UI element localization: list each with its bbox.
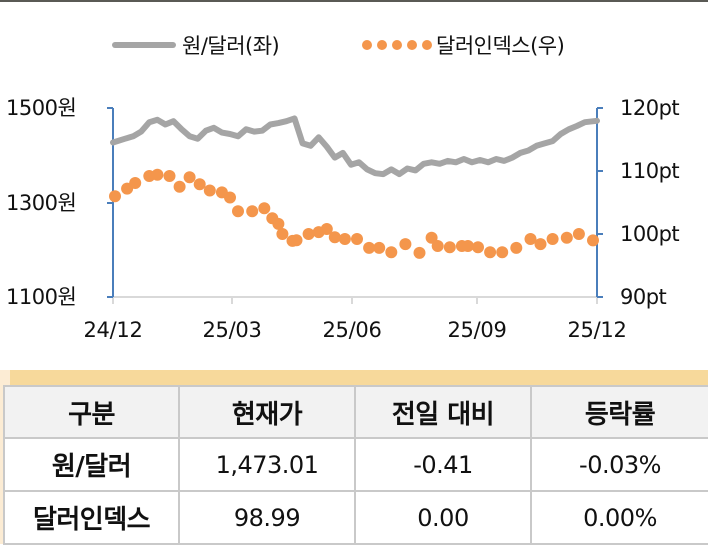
dxy-point: [232, 205, 244, 218]
x-tick-2509: 25/09: [447, 318, 507, 342]
x-tick-2512: 25/12: [567, 318, 627, 342]
row-change: 0.00: [354, 490, 532, 545]
header-price: 현재가: [178, 385, 356, 439]
row-price: 1,473.01: [178, 437, 356, 492]
table-header-band: [10, 370, 708, 385]
dxy-point: [461, 240, 474, 252]
top-border: [0, 0, 708, 2]
quote-table: 구분 현재가 전일 대비 등락률 원/달러 1,473.01 -0.41 -0.…: [3, 385, 708, 545]
dxy-point: [272, 217, 285, 230]
dxy-point: [399, 238, 412, 251]
right-y-axis: [596, 107, 603, 298]
legend-label-dxy: 달러인덱스(우): [436, 34, 565, 58]
row-name: 원/달러: [3, 437, 180, 492]
dxy-point: [183, 171, 196, 184]
left-tick-1500: 1500원: [6, 96, 77, 120]
legend-label-usdkrw: 원/달러(좌): [182, 34, 280, 58]
x-tick-2506: 25/06: [322, 318, 382, 342]
dxy-point: [109, 190, 121, 203]
table-row: 원/달러 1,473.01 -0.41 -0.03%: [3, 437, 708, 492]
row-price: 98.99: [178, 490, 356, 545]
dxy-point: [443, 241, 456, 254]
left-tick-1300: 1300원: [6, 191, 77, 215]
dxy-point: [203, 184, 216, 197]
legend-dots-swatch: [362, 40, 432, 50]
dxy-point: [425, 231, 438, 244]
dxy-point: [546, 233, 559, 245]
dxy-point: [173, 180, 186, 193]
dxy-point: [193, 178, 206, 191]
dxy-point: [163, 170, 176, 182]
left-tick-1100: 1100원: [6, 285, 77, 309]
left-y-axis: [107, 107, 114, 298]
dxy-point: [385, 246, 398, 259]
x-axis-ticks: [112, 297, 598, 304]
dxy-point: [276, 228, 289, 240]
dxy-point: [351, 233, 363, 245]
dxy-point: [328, 231, 341, 244]
row-name: 달러인덱스: [3, 490, 180, 545]
table-header-row: 구분 현재가 전일 대비 등락률: [3, 385, 708, 439]
quote-table-section: 구분 현재가 전일 대비 등락률 원/달러 1,473.01 -0.41 -0.…: [0, 370, 708, 545]
row-pct: -0.03%: [530, 437, 708, 492]
dxy-point: [373, 241, 386, 254]
dxy-point: [302, 228, 315, 240]
usdkrw-line: [110, 115, 600, 178]
x-tick-2503: 25/03: [202, 318, 262, 342]
right-tick-90: 90pt: [620, 285, 667, 309]
dxy-point: [560, 231, 573, 244]
row-pct: 0.00%: [530, 490, 708, 545]
dxy-point: [290, 234, 303, 247]
dxy-point: [363, 241, 376, 254]
dxy-point: [224, 191, 236, 204]
chart-legend: 원/달러(좌) 달러인덱스(우): [0, 28, 708, 62]
dxy-point: [496, 246, 509, 259]
dxy-point: [413, 246, 426, 259]
dxy-point: [129, 177, 142, 189]
row-change: -0.41: [354, 437, 532, 492]
dxy-point: [258, 202, 271, 215]
right-tick-110: 110pt: [620, 159, 680, 183]
dxy-point: [338, 233, 351, 245]
chart-plot-area: [107, 107, 603, 304]
dxy-point: [431, 240, 444, 252]
header-change: 전일 대비: [354, 385, 532, 439]
dxy-point: [572, 228, 585, 240]
right-tick-120: 120pt: [620, 96, 680, 120]
right-tick-100: 100pt: [620, 222, 680, 246]
dxy-point: [472, 241, 484, 254]
legend-line-swatch: [112, 42, 176, 48]
dxy-point: [510, 241, 523, 254]
dxy-point: [246, 205, 259, 218]
legend-item-usdkrw: 원/달러(좌): [112, 30, 280, 60]
dxy-point: [524, 233, 537, 245]
header-pct: 등락률: [530, 385, 708, 439]
x-tick-2412: 24/12: [83, 318, 143, 342]
dxy-point: [151, 168, 164, 181]
legend-item-dxy: 달러인덱스(우): [362, 30, 565, 60]
dxy-point: [320, 223, 333, 235]
dxy-point: [534, 238, 547, 251]
table-row: 달러인덱스 98.99 0.00 0.00%: [3, 490, 708, 545]
dxy-dots: [109, 168, 599, 259]
dxy-point: [587, 234, 599, 247]
dxy-point: [484, 246, 497, 259]
header-category: 구분: [3, 385, 180, 439]
